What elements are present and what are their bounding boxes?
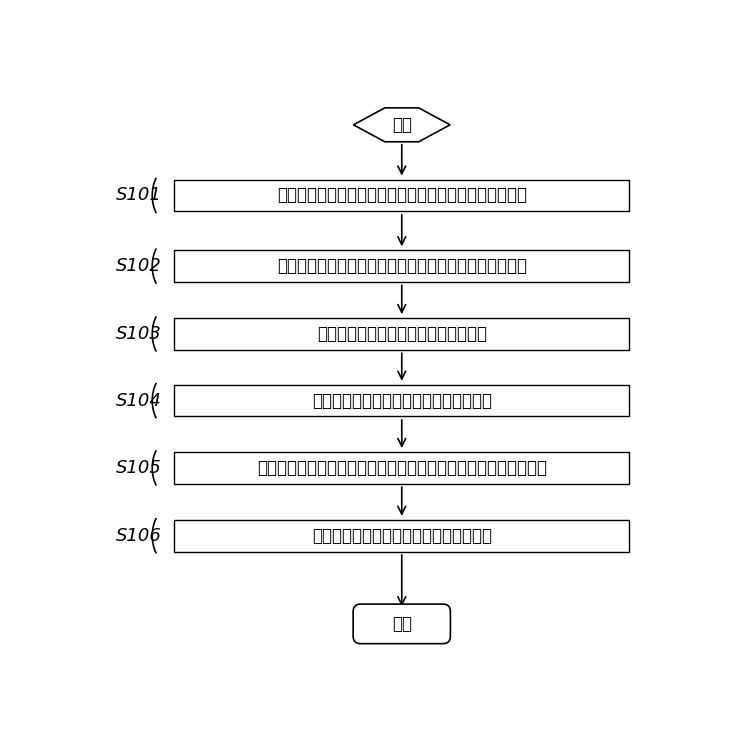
Text: S101: S101 — [116, 186, 162, 205]
Bar — [174, 180, 629, 211]
Text: 开始: 开始 — [392, 116, 412, 134]
Bar — [174, 250, 629, 282]
Text: 空托盘通过辊道输送机输送到托盘回收机: 空托盘通过辊道输送机输送到托盘回收机 — [312, 527, 492, 545]
Text: 结束: 结束 — [392, 615, 412, 633]
Text: 上货区的叉车将带托盘的码垛物料叉取到屯货区的辊道上: 上货区的叉车将带托盘的码垛物料叉取到屯货区的辊道上 — [277, 186, 527, 205]
Text: 带托盘的码垛物料在托盘转换区取下托盘: 带托盘的码垛物料在托盘转换区取下托盘 — [312, 392, 492, 410]
Text: 系统控制中心将屯货区带托盘的码垛物料逐件送入拆膜区: 系统控制中心将屯货区带托盘的码垛物料逐件送入拆膜区 — [277, 257, 527, 275]
Text: S102: S102 — [116, 257, 162, 275]
FancyBboxPatch shape — [353, 604, 451, 644]
Text: S103: S103 — [116, 325, 162, 343]
Bar — [174, 452, 629, 484]
Text: 带推出器的叉车将无托盘的码垛物料叉取送入装柜区的集装箱货车: 带推出器的叉车将无托盘的码垛物料叉取送入装柜区的集装箱货车 — [257, 459, 547, 477]
Text: S106: S106 — [116, 527, 162, 545]
Text: S105: S105 — [116, 459, 162, 477]
Polygon shape — [354, 108, 450, 142]
Bar — [174, 318, 629, 350]
Bar — [174, 385, 629, 416]
Bar — [174, 520, 629, 551]
Text: 带托盘的码垛物料在拆膜区去除缠绕膜: 带托盘的码垛物料在拆膜区去除缠绕膜 — [317, 325, 487, 343]
Text: S104: S104 — [116, 392, 162, 410]
